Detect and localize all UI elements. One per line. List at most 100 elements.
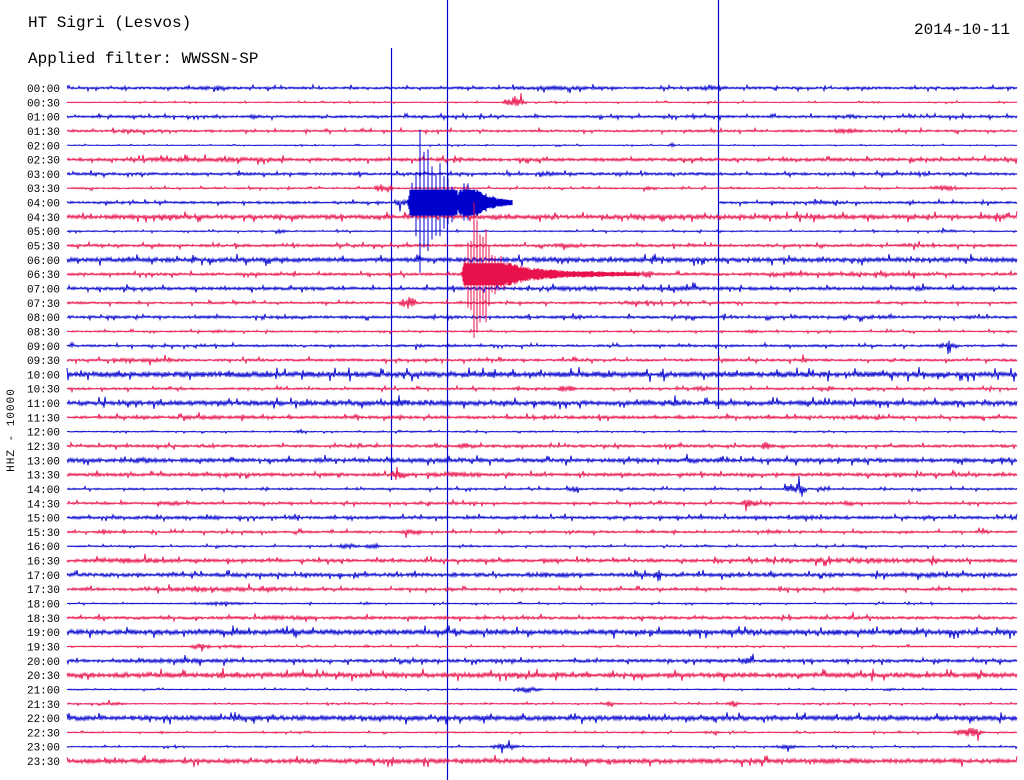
trace-13:00 [66, 453, 1018, 466]
trace-15:30 [66, 527, 1018, 538]
traces: 00:00 00:30 01:00 01:30 02:00 02:30 03:00 03:30… [27, 83, 1018, 769]
trace-16:30 [66, 553, 1018, 567]
time-label: 21:00 [27, 685, 60, 697]
trace-07:30 [66, 296, 1018, 309]
time-label: 12:30 [27, 442, 60, 454]
time-label: 09:30 [27, 356, 60, 368]
time-label: 09:00 [27, 342, 60, 354]
trace-07:00 [66, 282, 1018, 294]
trace-04:30 [66, 211, 1018, 223]
time-label: 03:30 [27, 184, 60, 196]
trace-11:00 [66, 395, 1018, 410]
trace-09:00 [66, 340, 1018, 355]
trace-15:00 [66, 512, 1018, 523]
trace-23:30 [66, 754, 1018, 768]
time-label: 04:30 [27, 213, 60, 225]
time-label: 20:00 [27, 657, 60, 669]
time-label: 16:00 [27, 542, 60, 554]
earthquake-events [407, 129, 640, 338]
trace-04:00 [66, 197, 1018, 212]
trace-19:30 [66, 643, 1018, 652]
time-label: 14:00 [27, 485, 60, 497]
trace-12:00 [66, 428, 1018, 435]
trace-05:00 [66, 227, 1018, 235]
time-label: 18:00 [27, 600, 60, 612]
trace-08:00 [66, 312, 1018, 322]
time-label: 00:30 [27, 98, 60, 110]
trace-19:00 [66, 625, 1018, 640]
trace-22:00 [66, 711, 1018, 725]
time-label: 00:00 [27, 84, 60, 96]
trace-20:00 [66, 653, 1018, 666]
time-label: 23:30 [27, 757, 60, 769]
trace-10:30 [66, 384, 1018, 394]
time-label: 13:00 [27, 456, 60, 468]
time-label: 02:00 [27, 141, 60, 153]
date-label: 2014-10-11 [913, 21, 1010, 39]
trace-08:30 [66, 327, 1018, 335]
time-label: 05:30 [27, 242, 60, 254]
time-label: 02:30 [27, 156, 60, 168]
trace-13:30 [66, 466, 1018, 480]
time-label: 22:00 [27, 714, 60, 726]
trace-17:30 [66, 583, 1018, 595]
time-label: 16:30 [27, 557, 60, 569]
time-label: 07:00 [27, 285, 60, 297]
trace-00:00 [66, 83, 1018, 94]
time-label: 03:00 [27, 170, 60, 182]
trace-14:30 [66, 498, 1018, 512]
time-label: 06:30 [27, 270, 60, 282]
trace-22:30 [66, 727, 1018, 742]
trace-05:30 [66, 240, 1018, 251]
time-label: 18:30 [27, 614, 60, 626]
time-label: 15:30 [27, 528, 60, 540]
time-label: 10:30 [27, 385, 60, 397]
time-label: 06:00 [27, 256, 60, 268]
time-label: 15:00 [27, 514, 60, 526]
time-label: 14:30 [27, 499, 60, 511]
trace-03:30 [66, 184, 1018, 193]
time-label: 23:00 [27, 743, 60, 755]
time-label: 10:00 [27, 370, 60, 382]
event-spikes-04:00 [407, 129, 513, 273]
event-spikes-06:30 [461, 202, 640, 338]
trace-12:30 [66, 441, 1018, 451]
trace-11:30 [66, 412, 1018, 423]
time-label: 17:30 [27, 585, 60, 597]
trace-18:30 [66, 611, 1018, 623]
trace-00:30 [66, 93, 1018, 107]
time-label: 21:30 [27, 700, 60, 712]
time-label: 08:00 [27, 313, 60, 325]
filter-label: Applied filter: WWSSN-SP [28, 50, 259, 68]
time-label: 22:30 [27, 728, 60, 740]
time-label: 01:00 [27, 113, 60, 125]
time-label: 04:00 [27, 199, 60, 211]
time-label: 12:00 [27, 428, 60, 440]
station-title: HT Sigri (Lesvos) [28, 14, 192, 32]
event-marker-lines [390, 0, 720, 780]
trace-02:30 [66, 154, 1018, 165]
time-label: 20:30 [27, 671, 60, 683]
trace-01:30 [66, 126, 1018, 136]
trace-02:00 [66, 141, 1018, 149]
trace-17:00 [66, 569, 1018, 582]
trace-18:00 [66, 600, 1018, 607]
trace-14:00 [66, 476, 1018, 497]
trace-03:00 [66, 169, 1018, 179]
time-label: 19:30 [27, 643, 60, 655]
trace-20:30 [66, 667, 1018, 682]
time-label: 11:30 [27, 413, 60, 425]
trace-09:30 [66, 354, 1018, 366]
time-label: 08:30 [27, 327, 60, 339]
trace-21:30 [66, 699, 1018, 708]
time-label: 07:30 [27, 299, 60, 311]
trace-21:00 [66, 685, 1018, 695]
time-label: 01:30 [27, 127, 60, 139]
trace-16:00 [66, 542, 1018, 551]
time-label: 05:00 [27, 227, 60, 239]
time-label: 13:30 [27, 471, 60, 483]
time-label: 17:00 [27, 571, 60, 583]
trace-23:00 [66, 740, 1018, 754]
